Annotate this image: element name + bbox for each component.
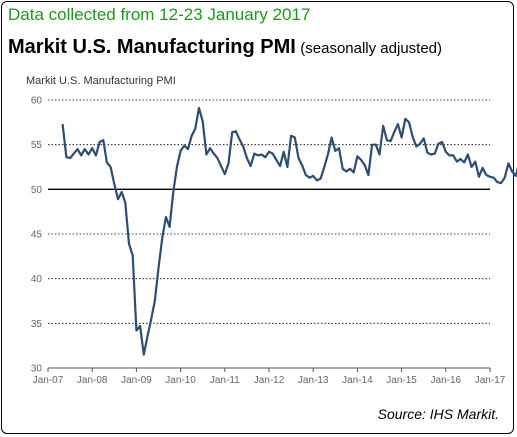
x-tick-label: Jan-14 — [342, 375, 373, 386]
data-collection-note: Data collected from 12-23 January 2017 — [8, 5, 311, 24]
x-tick-label: Jan-12 — [254, 375, 285, 386]
x-tick-label: Jan-10 — [165, 375, 196, 386]
x-tick-label: Jan-08 — [77, 375, 108, 386]
x-tick-label: Jan-09 — [121, 375, 152, 386]
chart-title: Markit U.S. Manufacturing PMI (seasonall… — [8, 36, 442, 59]
y-tick-label: 45 — [31, 230, 43, 241]
y-tick-label: 50 — [31, 185, 43, 196]
x-tick-label: Jan-13 — [298, 375, 329, 386]
source-note: Source: IHS Markit. — [377, 406, 499, 422]
y-tick-label: 30 — [31, 364, 43, 375]
y-tick-label: 35 — [31, 319, 43, 330]
chart-title-sub: (seasonally adjusted) — [300, 40, 443, 57]
series-group — [61, 106, 517, 356]
x-tick-label: Jan-11 — [210, 375, 240, 386]
y-axis-ticks: 30 35 40 45 50 55 60 — [31, 96, 43, 375]
x-tick-label: Jan-15 — [386, 375, 417, 386]
series-line-pmi — [61, 106, 517, 356]
x-axis-ticks: Jan-07 Jan-08 Jan-09 Jan-10 Jan-11 Jan-12 Jan-… — [33, 368, 506, 386]
y-tick-label: 40 — [31, 274, 43, 285]
gridlines — [48, 99, 490, 369]
y-tick-label: 55 — [31, 140, 43, 151]
chart-title-main: Markit U.S. Manufacturing PMI — [8, 36, 296, 58]
inner-chart-title: Markit U.S. Manufacturing PMI — [26, 75, 176, 87]
x-tick-label: Jan-16 — [431, 375, 462, 386]
x-tick-label: Jan-17 — [475, 375, 506, 386]
y-tick-label: 60 — [31, 96, 43, 107]
x-tick-label: Jan-07 — [33, 375, 64, 386]
